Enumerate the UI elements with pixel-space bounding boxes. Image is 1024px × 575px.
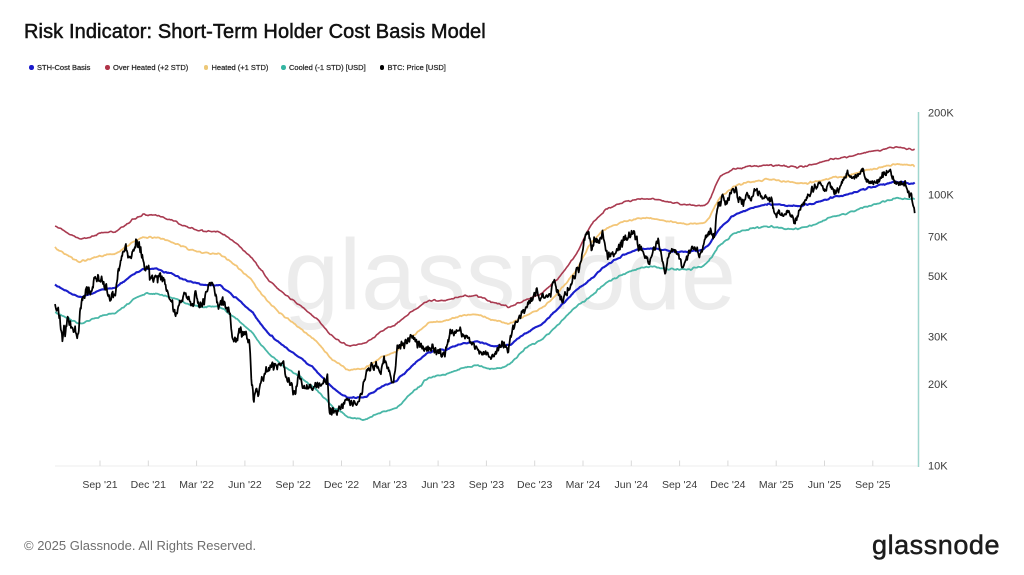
svg-text:70K: 70K [928,231,948,243]
svg-text:Sep '24: Sep '24 [662,479,697,491]
svg-text:Jun '25: Jun '25 [808,479,842,491]
svg-text:100K: 100K [928,189,954,201]
svg-text:30K: 30K [928,331,948,343]
svg-text:Sep '25: Sep '25 [855,479,890,491]
svg-text:Sep '23: Sep '23 [469,479,504,491]
svg-text:Mar '24: Mar '24 [566,479,601,491]
svg-text:Dec '24: Dec '24 [710,479,745,491]
svg-text:200K: 200K [928,108,954,120]
svg-text:Dec '21: Dec '21 [131,479,166,491]
svg-text:Jun '24: Jun '24 [615,479,649,491]
svg-text:Mar '25: Mar '25 [759,479,794,491]
svg-text:glassnode: glassnode [284,219,736,331]
svg-text:20K: 20K [928,379,948,391]
svg-text:Sep '22: Sep '22 [276,479,311,491]
svg-text:Mar '22: Mar '22 [179,479,214,491]
svg-text:Mar '23: Mar '23 [372,479,407,491]
svg-text:50K: 50K [928,271,948,283]
svg-text:Jun '22: Jun '22 [228,479,262,491]
svg-text:Dec '22: Dec '22 [324,479,359,491]
svg-text:Dec '23: Dec '23 [517,479,552,491]
svg-text:Jun '23: Jun '23 [421,479,455,491]
svg-text:10K: 10K [928,461,948,473]
svg-text:Sep '21: Sep '21 [82,479,117,491]
